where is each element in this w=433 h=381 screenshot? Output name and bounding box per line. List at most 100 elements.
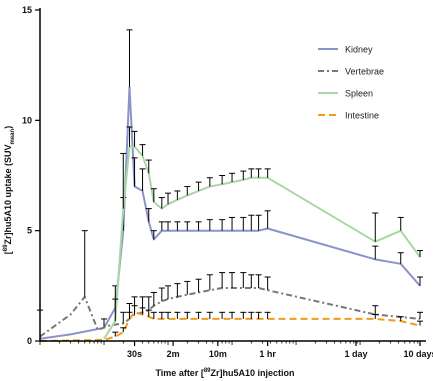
error-bar-kidney [417, 276, 423, 286]
error-bar-kidney [219, 219, 226, 231]
error-bar-intestine [184, 311, 191, 319]
error-bar-spleen [417, 250, 423, 258]
error-bar-spleen [248, 168, 255, 178]
error-bar-intestine [131, 305, 138, 313]
error-bar-spleen [195, 181, 202, 191]
error-bar-kidney [206, 219, 213, 231]
error-bar-vertebrae [81, 230, 88, 297]
legend-label: Vertebrae [345, 67, 384, 77]
x-tick-label: 1 hr [259, 349, 276, 359]
error-bar-vertebrae [120, 311, 127, 324]
error-bar-intestine [206, 311, 213, 319]
error-bar-kidney [165, 221, 172, 231]
error-bar-spleen [219, 175, 226, 185]
y-tick-label: 5 [27, 226, 32, 236]
legend-label: Spleen [345, 89, 373, 99]
error-bar-vertebrae [158, 287, 165, 302]
x-tick-label: 1 day [344, 349, 367, 359]
error-bar-vertebrae [195, 278, 202, 293]
y-tick-label: 0 [27, 336, 32, 346]
error-bar-vertebrae [229, 272, 236, 289]
legend: Kidney Vertebrae Spleen Intestine [318, 45, 384, 121]
series-line-intestine [39, 311, 421, 342]
error-bar-vertebrae [150, 291, 157, 306]
error-bar-spleen [255, 168, 262, 178]
legend-item-kidney: Kidney [318, 45, 373, 55]
error-bar-kidney [372, 245, 379, 260]
y-tick-label: 10 [22, 115, 32, 125]
error-bar-kidney [255, 214, 262, 231]
error-bar-intestine [255, 311, 262, 319]
error-bar-intestine [165, 311, 172, 319]
error-bar-intestine [158, 311, 165, 319]
legend-item-vertebrae: Vertebrae [318, 67, 384, 77]
error-bar-intestine [195, 311, 202, 319]
error-bar-kidney [126, 29, 133, 88]
error-bar-kidney [229, 216, 236, 231]
error-bar-vertebrae [206, 274, 213, 291]
error-bar-spleen [150, 188, 157, 202]
error-bar-spleen [174, 190, 181, 200]
legend-label: Kidney [345, 45, 373, 55]
error-bar-kidney [150, 230, 157, 240]
error-bar-spleen [229, 172, 236, 183]
error-bar-kidney [131, 157, 138, 187]
error-bar-vertebrae [255, 274, 262, 289]
error-bar-vertebrae [174, 283, 181, 297]
legend-item-spleen: Spleen [318, 89, 373, 99]
legend-item-intestine: Intestine [318, 111, 379, 121]
error-bar-intestine [219, 311, 226, 319]
series-line-kidney [39, 86, 421, 340]
error-bar-spleen [139, 144, 146, 156]
error-bar-spleen [372, 212, 379, 242]
x-axis-title: Time after [89Zr]hu5A10 injection [155, 368, 294, 378]
y-tick-label: 15 [22, 5, 32, 15]
error-bar-kidney [240, 216, 247, 231]
error-bar-spleen [264, 168, 271, 178]
error-bar-spleen [126, 126, 133, 147]
error-bar-kidney [195, 221, 202, 231]
error-bar-spleen [240, 170, 247, 180]
error-bar-vertebrae [417, 311, 423, 319]
error-bar-intestine [248, 311, 255, 319]
error-bar-spleen [397, 216, 404, 231]
error-bar-spleen [120, 152, 127, 209]
x-tick-label: 10m [209, 349, 227, 359]
axes: 0 5 10 15 30s 2m 10m 1 hr 1 day 10 days [22, 5, 433, 359]
error-bar-kidney [184, 221, 191, 231]
error-bar-spleen [184, 186, 191, 196]
error-bar-intestine [174, 311, 181, 319]
error-bar-kidney [101, 318, 108, 328]
error-bar-kidney [264, 210, 271, 229]
error-bar-vertebrae [184, 280, 191, 295]
series-line-spleen [103, 145, 421, 340]
error-bar-intestine [264, 311, 271, 319]
error-bar-intestine [397, 316, 404, 322]
error-bar-kidney [145, 208, 152, 222]
x-tick-label: 30s [127, 349, 142, 359]
legend-label: Intestine [345, 111, 379, 121]
error-bar-intestine [372, 314, 379, 319]
error-bar-vertebrae [165, 285, 172, 300]
error-bar-spleen [131, 130, 138, 147]
error-bar-vertebrae [372, 305, 379, 315]
error-bar-spleen [112, 298, 119, 322]
error-bar-kidney [139, 168, 146, 191]
series-line-vertebrae [39, 287, 421, 338]
plot-area [37, 29, 423, 342]
error-bar-spleen [165, 192, 172, 205]
error-bar-intestine [417, 320, 423, 326]
error-bar-vertebrae [219, 272, 226, 289]
error-bar-intestine [120, 327, 127, 333]
error-bar-kidney [397, 252, 404, 264]
error-bar-intestine [139, 307, 146, 315]
error-bar-intestine [112, 331, 119, 337]
error-bar-kidney [248, 214, 255, 231]
error-bar-intestine [150, 311, 157, 319]
error-bar-spleen [158, 197, 165, 209]
error-bar-intestine [145, 309, 152, 317]
x-tick-label: 2m [167, 349, 180, 359]
error-bar-kidney [174, 221, 181, 231]
y-axis-title: [89Zr]hu5A10 uptake (SUVmean) [3, 126, 16, 254]
